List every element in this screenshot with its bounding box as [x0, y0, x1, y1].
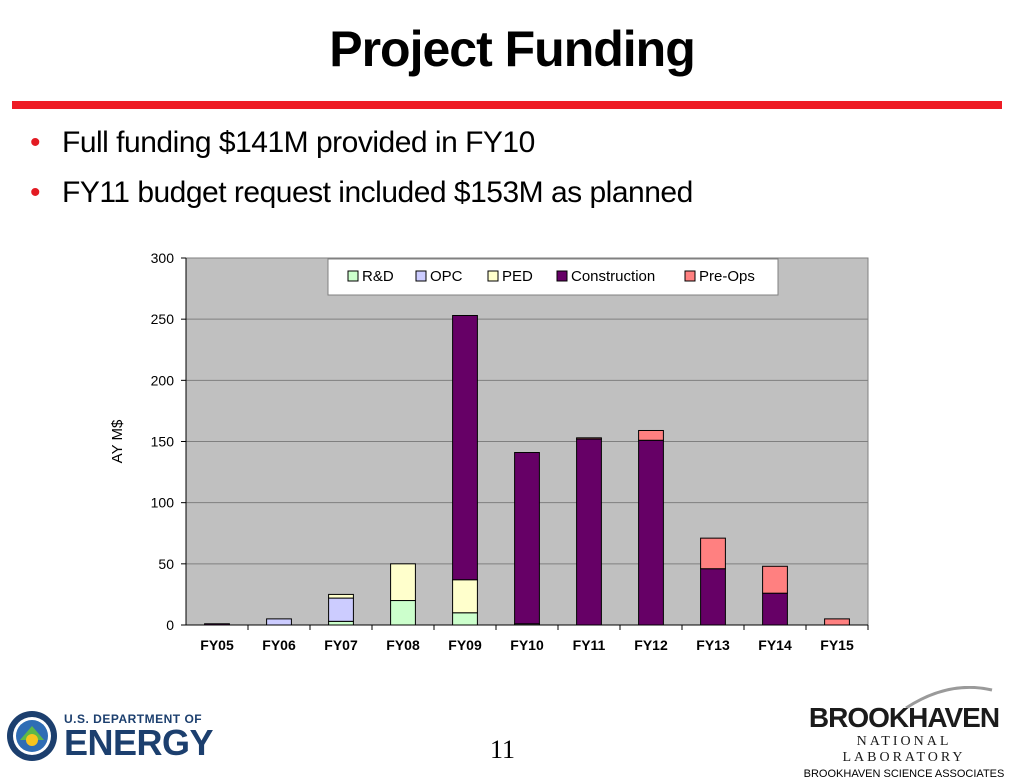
x-tick-label: FY11 — [573, 637, 606, 653]
x-tick-label: FY07 — [324, 637, 358, 653]
legend-label: PED — [502, 268, 533, 285]
x-tick-label: FY13 — [696, 637, 730, 653]
bullet-text: Full funding $141M provided in FY10 — [62, 126, 535, 159]
bar-segment — [328, 597, 354, 622]
bar-segment — [638, 439, 664, 626]
bullet-item: • FY11 budget request included $153M as p… — [30, 168, 693, 218]
bar-segment — [390, 600, 416, 626]
bar-segment — [452, 612, 478, 626]
bar-segment — [390, 563, 416, 602]
bullet-list: • Full funding $141M provided in FY10 • FY… — [30, 118, 693, 218]
bnl-associates: BROOKHAVEN SCIENCE ASSOCIATES — [803, 768, 1005, 780]
doe-seal-icon — [7, 711, 57, 761]
bar-segment — [452, 314, 478, 581]
doe-logo: U.S. DEPARTMENT OF ENERGY — [6, 710, 214, 763]
bar-segment — [700, 568, 726, 626]
y-tick-label: 150 — [151, 434, 175, 450]
bar-segment — [576, 437, 602, 440]
x-tick-label: FY08 — [386, 637, 420, 653]
y-tick-label: 100 — [151, 495, 175, 511]
bar-segment — [762, 565, 788, 594]
bar-segment — [824, 618, 850, 626]
legend-box — [327, 258, 779, 296]
y-tick-label: 200 — [151, 372, 175, 388]
x-tick-label: FY12 — [634, 637, 668, 653]
bar-segment — [638, 429, 664, 441]
bar-segment — [452, 579, 478, 614]
bar-segment — [328, 620, 354, 626]
legend-label: Pre-Ops — [699, 268, 755, 285]
y-tick-label: 300 — [151, 250, 175, 266]
legend-swatch — [347, 270, 359, 282]
bar-segment — [328, 593, 354, 599]
bullet-text: FY11 budget request included $153M as pl… — [62, 176, 693, 209]
title-rule — [12, 101, 1002, 109]
y-axis-label: AY M$ — [109, 419, 126, 463]
legend-swatch — [684, 270, 696, 282]
x-tick-label: FY09 — [448, 637, 482, 653]
bullet-item: • Full funding $141M provided in FY10 — [30, 118, 693, 168]
doe-line1: U.S. DEPARTMENT OF — [64, 712, 203, 726]
y-tick-label: 50 — [158, 556, 174, 572]
page-number: 11 — [490, 735, 516, 764]
bnl-subtitle: NATIONAL LABORATORY — [842, 734, 966, 765]
bar-segment — [204, 623, 230, 626]
bar-segment — [762, 592, 788, 626]
bnl-logo: BROOKHAVEN NATIONAL LABORATORY BROOKHAVE… — [794, 688, 1014, 780]
bnl-swoosh-icon — [905, 686, 993, 710]
bar-segment — [576, 438, 602, 626]
legend-label: OPC — [430, 268, 463, 285]
x-tick-label: FY10 — [510, 637, 544, 653]
legend-label: R&D — [362, 268, 394, 285]
x-tick-label: FY15 — [820, 637, 854, 653]
legend-swatch — [556, 270, 568, 282]
legend-swatch — [415, 270, 427, 282]
bar-segment — [700, 537, 726, 570]
y-tick-label: 250 — [151, 311, 175, 327]
doe-line2: ENERGY — [64, 722, 214, 763]
bar-segment — [514, 452, 540, 625]
bar-segment — [266, 618, 292, 626]
bullet-dot-icon: • — [30, 126, 41, 159]
bnl-name: BROOKHAVEN — [808, 702, 1000, 733]
slide-title: Project Funding — [329, 21, 696, 77]
x-tick-label: FY06 — [262, 637, 296, 653]
y-tick-label: 0 — [166, 617, 174, 633]
legend-label: Construction — [571, 268, 655, 285]
x-tick-label: FY05 — [200, 637, 234, 653]
funding-chart: 0 50 100 150 200 250 300 AY M$ FY05 FY06 FY07 FY08 F… — [109, 250, 869, 653]
x-tick-label: FY14 — [758, 637, 792, 653]
legend-swatch — [487, 270, 499, 282]
bullet-dot-icon: • — [30, 176, 41, 209]
